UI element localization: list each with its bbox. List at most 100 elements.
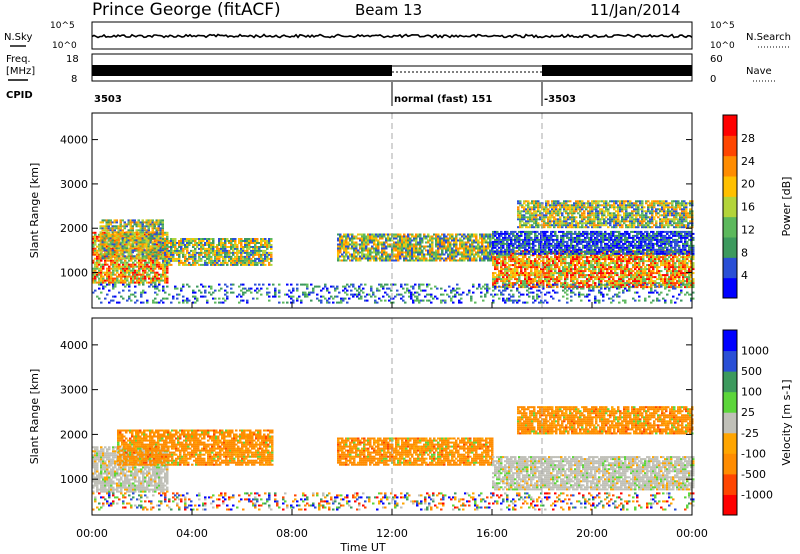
heatmap-cell xyxy=(469,243,472,246)
heatmap-cell xyxy=(186,240,189,242)
heatmap-cell xyxy=(147,245,150,248)
heatmap-cell xyxy=(578,268,581,271)
heatmap-cell xyxy=(542,260,545,263)
heatmap-cell xyxy=(238,240,241,242)
heatmap-cell xyxy=(176,242,179,244)
heatmap-cell xyxy=(403,235,406,238)
heatmap-cell xyxy=(109,237,112,240)
heatmap-cell xyxy=(127,229,130,232)
heatmap-cell xyxy=(212,249,215,252)
heatmap-cell xyxy=(453,245,456,248)
heatmap-cell xyxy=(600,244,603,247)
heatmap-cell xyxy=(145,235,148,238)
heatmap-cell xyxy=(616,284,619,287)
heatmap-cell xyxy=(510,264,513,267)
heatmap-cell xyxy=(514,254,517,257)
heatmap-cell xyxy=(508,278,511,281)
heatmap-cell xyxy=(270,247,273,250)
heatmap-cell xyxy=(101,235,104,238)
heatmap-cell xyxy=(139,227,142,230)
heatmap-cell xyxy=(246,246,249,248)
heatmap-cell xyxy=(592,234,595,237)
heatmap-cell xyxy=(174,242,177,244)
heatmap-cell xyxy=(188,261,191,264)
heatmap-cell xyxy=(576,278,579,281)
heatmap-cell xyxy=(550,274,553,277)
heatmap-cell xyxy=(155,255,158,258)
heatmap-cell xyxy=(409,237,412,240)
heatmap-cell xyxy=(114,249,117,252)
heatmap-cell xyxy=(192,255,195,258)
heatmap-cell xyxy=(141,241,144,244)
heatmap-cell xyxy=(149,247,152,250)
heatmap-cell xyxy=(150,261,153,264)
heatmap-cell xyxy=(107,223,110,226)
heatmap-cell xyxy=(578,266,581,269)
heatmap-cell xyxy=(159,227,162,230)
heatmap-cell xyxy=(431,257,434,260)
heatmap-cell xyxy=(140,281,143,284)
heatmap-cell xyxy=(262,240,265,242)
heatmap-cell xyxy=(582,260,585,263)
heatmap-cell xyxy=(532,260,535,263)
heatmap-cell xyxy=(343,233,346,236)
heatmap-cell xyxy=(592,276,595,279)
heatmap-cell xyxy=(345,243,348,246)
heatmap-cell xyxy=(600,256,603,259)
heatmap-cell xyxy=(120,271,123,274)
heatmap-cell xyxy=(345,249,348,252)
heatmap-cell xyxy=(206,257,209,260)
heatmap-cell xyxy=(119,237,122,240)
heatmap-cell xyxy=(518,266,521,269)
heatmap-cell xyxy=(526,282,529,285)
heatmap-cell xyxy=(147,225,150,228)
heatmap-cell xyxy=(506,256,509,259)
heatmap-cell xyxy=(178,244,181,246)
heatmap-cell xyxy=(508,270,511,273)
heatmap-cell xyxy=(624,284,627,287)
heatmap-cell xyxy=(636,276,639,279)
heatmap-cell xyxy=(188,257,191,260)
heatmap-cell xyxy=(562,270,565,273)
heatmap-cell xyxy=(140,273,143,276)
heatmap-cell xyxy=(574,260,577,263)
heatmap-cell xyxy=(115,241,118,244)
heatmap-cell xyxy=(506,280,509,283)
heatmap-cell xyxy=(142,267,145,270)
heatmap-cell xyxy=(236,263,239,266)
heatmap-cell xyxy=(556,286,559,289)
heatmap-cell xyxy=(349,259,352,262)
heatmap-cell xyxy=(600,268,603,271)
heatmap-cell xyxy=(214,263,217,266)
heatmap-cell xyxy=(526,272,529,275)
heatmap-cell xyxy=(126,255,129,258)
heatmap-cell xyxy=(568,266,571,269)
heatmap-cell xyxy=(367,255,370,258)
heatmap-cell xyxy=(133,255,136,258)
heatmap-cell xyxy=(572,278,575,281)
heatmap-cell xyxy=(520,282,523,285)
heatmap-cell xyxy=(375,233,378,236)
heatmap-cell xyxy=(504,256,507,259)
heatmap-cell xyxy=(622,266,625,269)
heatmap-cell xyxy=(155,257,158,260)
heatmap-cell xyxy=(600,242,603,245)
heatmap-cell xyxy=(254,242,257,244)
heatmap-cell xyxy=(546,280,549,283)
heatmap-cell xyxy=(602,262,605,265)
heatmap-cell xyxy=(214,255,217,258)
heatmap-cell xyxy=(107,239,110,242)
heatmap-cell xyxy=(538,264,541,267)
heatmap-cell xyxy=(345,235,348,238)
heatmap-cell xyxy=(106,245,109,248)
heatmap-cell xyxy=(128,281,131,284)
heatmap-cell xyxy=(636,278,639,281)
heatmap-cell xyxy=(347,247,350,250)
heatmap-cell xyxy=(151,255,154,258)
heatmap-cell xyxy=(112,269,115,272)
heatmap-cell xyxy=(532,280,535,283)
heatmap-cell xyxy=(534,260,537,263)
heatmap-cell xyxy=(180,261,183,264)
heatmap-cell xyxy=(129,237,132,240)
heatmap-cell xyxy=(266,259,269,262)
